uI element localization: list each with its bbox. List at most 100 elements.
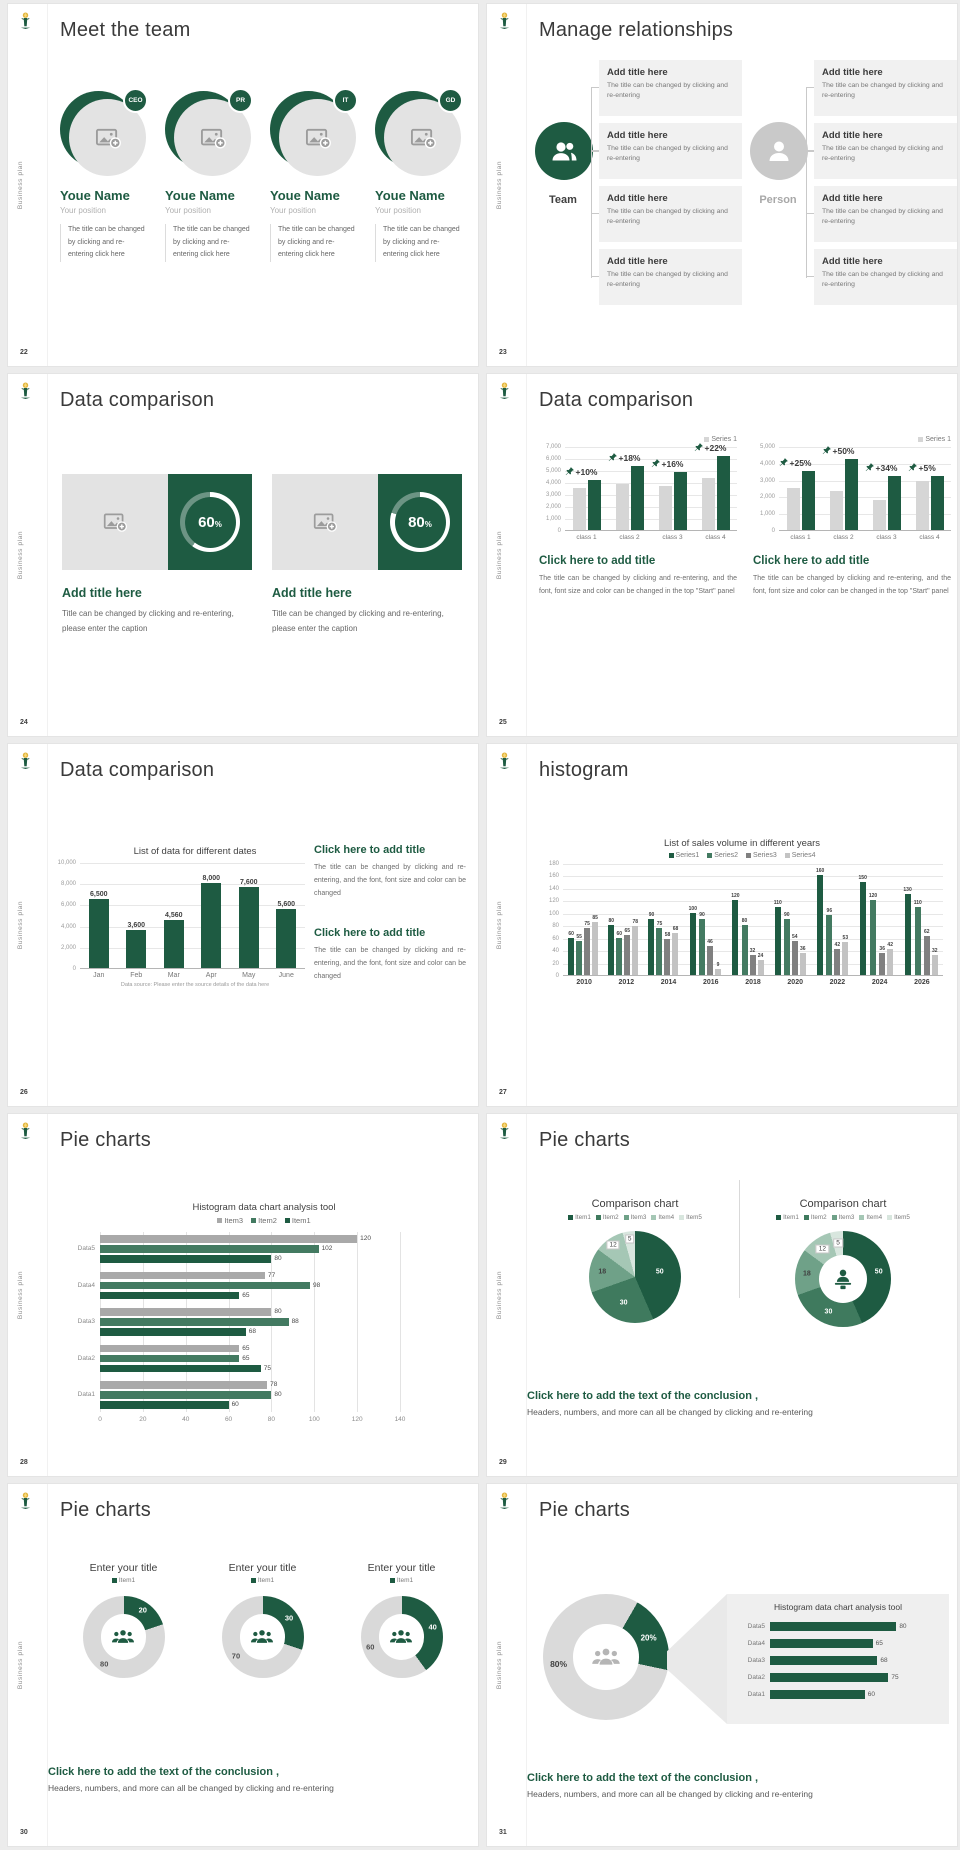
- card-media: 60%: [62, 474, 252, 570]
- bar-value-label: 80: [274, 1391, 282, 1399]
- axis-tick-label: 0: [98, 1415, 102, 1423]
- bar-value-label: 80: [741, 918, 748, 925]
- percent-label: 60%: [198, 513, 222, 531]
- pushpin-icon: [565, 466, 574, 475]
- text-block: Click here to add title The title can be…: [314, 927, 466, 984]
- bar-value-label: 60: [568, 930, 574, 937]
- bar: [615, 484, 629, 530]
- bar-value-label: 32: [932, 948, 938, 955]
- slide-title: Pie charts: [60, 1499, 151, 1521]
- text-blocks: Click here to add title The title can be…: [314, 830, 466, 984]
- slice-label: 50: [655, 1268, 664, 1276]
- bar-value-label: 46: [707, 939, 713, 946]
- plot-area: 6,500 3,600 4,560 8,000 7,600 5,600: [80, 863, 305, 969]
- bar-group: Data2 65 65 75: [64, 1344, 464, 1372]
- bar: [100, 1401, 229, 1409]
- bar: [715, 969, 721, 975]
- bar-value-label: 102: [321, 1245, 333, 1253]
- group-person: Person: [750, 60, 814, 305]
- bar: [616, 937, 623, 975]
- percent-cards: 60% Add title here Title can be changed by…: [62, 474, 462, 637]
- bar-value-label: 9: [716, 962, 720, 969]
- group-team: Team: [535, 60, 599, 305]
- conclusion-desc: Headers, numbers, and more can all be ch…: [48, 1783, 334, 1793]
- slice-label: 30: [619, 1299, 628, 1307]
- bar-value-label: 75: [584, 921, 590, 928]
- axis-tick-label: 140: [548, 885, 559, 892]
- block-title: Click here to add title: [753, 555, 870, 567]
- slice-label: 80: [100, 1659, 109, 1669]
- chart-title: List of data for different dates: [133, 846, 257, 857]
- member-position: Your position: [60, 206, 106, 215]
- bar: [587, 479, 601, 530]
- axis-tick-label: 3,000: [545, 492, 561, 498]
- slide-29-pie-charts[interactable]: Business plan 29 Pie charts Comparison ch…: [486, 1113, 958, 1477]
- bar: [749, 955, 756, 975]
- panel-bar-row: Data3 68: [739, 1652, 937, 1669]
- box-title: Add title here: [822, 256, 883, 267]
- slide-24-data-comparison[interactable]: Business plan 24 Data comparison 60% Add t…: [7, 373, 479, 737]
- bar-value-label: 68: [672, 925, 679, 932]
- slide-23-manage-relationships[interactable]: Business plan 23 Manage relationships Tea…: [486, 3, 958, 367]
- brand-logo-icon: [499, 382, 510, 399]
- page-number: 27: [499, 1089, 507, 1096]
- sidebar-vertical-label: Business plan: [17, 160, 24, 210]
- brand-logo: [19, 752, 32, 769]
- chart-legend: Series 1: [753, 436, 951, 443]
- bar: [801, 471, 815, 530]
- column-title: Enter your title: [367, 1562, 436, 1574]
- chart-legend: Series1 Series2 Series3 Series4: [541, 852, 943, 859]
- legend-item: Item2: [595, 1214, 619, 1221]
- bar: [238, 887, 259, 968]
- panel-bar-row: Data1 60: [739, 1686, 937, 1703]
- page-number: 23: [499, 349, 507, 356]
- axis-category-label: 2026: [914, 979, 930, 986]
- slide-26-data-comparison-chart[interactable]: Business plan 26 Data comparison List of …: [7, 743, 479, 1107]
- bar: [88, 899, 109, 968]
- slide-sidebar: Business plan 23: [487, 4, 527, 366]
- people-group-icon: [390, 1630, 413, 1644]
- slide-27-histogram[interactable]: Business plan 27 histogram List of sales …: [486, 743, 958, 1107]
- slide-28-pie-charts[interactable]: Business plan 28 Pie charts Histogram dat…: [7, 1113, 479, 1477]
- y-axis: 10,000 8,000 6,000 4,000 2,000 0: [52, 860, 80, 972]
- image-placeholder: [62, 474, 168, 570]
- bar-value-label: 58: [664, 931, 671, 938]
- delta-annotation: +34%: [864, 462, 897, 473]
- people-group-icon: [592, 1648, 620, 1665]
- bar-value-label: 120: [731, 893, 740, 900]
- bar-group: 60 55 75 85: [568, 864, 599, 975]
- legend-chip: [859, 1215, 865, 1220]
- brand-logo-icon: [20, 1492, 31, 1509]
- legend-item: Item1: [568, 1214, 591, 1221]
- slide-22-meet-the-team[interactable]: Business plan 22 Meet the team CEO Youe Na…: [7, 3, 479, 367]
- slide-sidebar: Business plan 25: [487, 374, 527, 736]
- chart-legend: Item1: [193, 1577, 332, 1584]
- bar-value-label: 75: [263, 1364, 271, 1372]
- axis-tick-label: 2,000: [545, 504, 561, 510]
- axis-tick-label: 120: [351, 1415, 363, 1423]
- bar-group: 8,000: [201, 863, 222, 968]
- bar-group: Data3 80 88 68: [64, 1308, 464, 1336]
- slide-31-pie-charts[interactable]: Business plan 31 Pie charts 20% 80% Histogr…: [486, 1483, 958, 1847]
- slide-25-data-comparison-charts[interactable]: Business plan 25 Data comparison Series 1…: [486, 373, 958, 737]
- title-box: Add title here The title can be changed b…: [806, 60, 957, 116]
- slide-30-pie-charts[interactable]: Business plan 30 Pie charts Enter your ti…: [7, 1483, 479, 1847]
- bar: [624, 934, 631, 975]
- slice-label: 60: [366, 1642, 375, 1652]
- axis-category-label: Data2: [747, 1674, 765, 1681]
- axis-tick-label: 160: [548, 873, 559, 880]
- panel-bar-row: Data2 75: [739, 1669, 937, 1686]
- y-axis: 5,000 4,000 3,000 2,000 1,000 0: [753, 444, 779, 534]
- x-axis: 2010 2012 2014 2016 2018 2020 2022 2024 2026: [563, 979, 943, 986]
- panel-bar-row: Data5 80: [739, 1618, 937, 1635]
- axis-category-label: class 3: [662, 534, 683, 541]
- legend-chip: [707, 853, 713, 858]
- bar: [100, 1328, 246, 1336]
- delta-value: +16%: [661, 459, 684, 470]
- axis-category-label: Mar: [167, 972, 180, 979]
- axis-tick-label: 7,000: [545, 444, 561, 450]
- title-boxes: Add title here The title can be changed b…: [806, 60, 957, 305]
- bar-value-label: 65: [624, 927, 631, 934]
- axis-category-label: class 4: [919, 534, 940, 541]
- bar: [770, 1673, 889, 1682]
